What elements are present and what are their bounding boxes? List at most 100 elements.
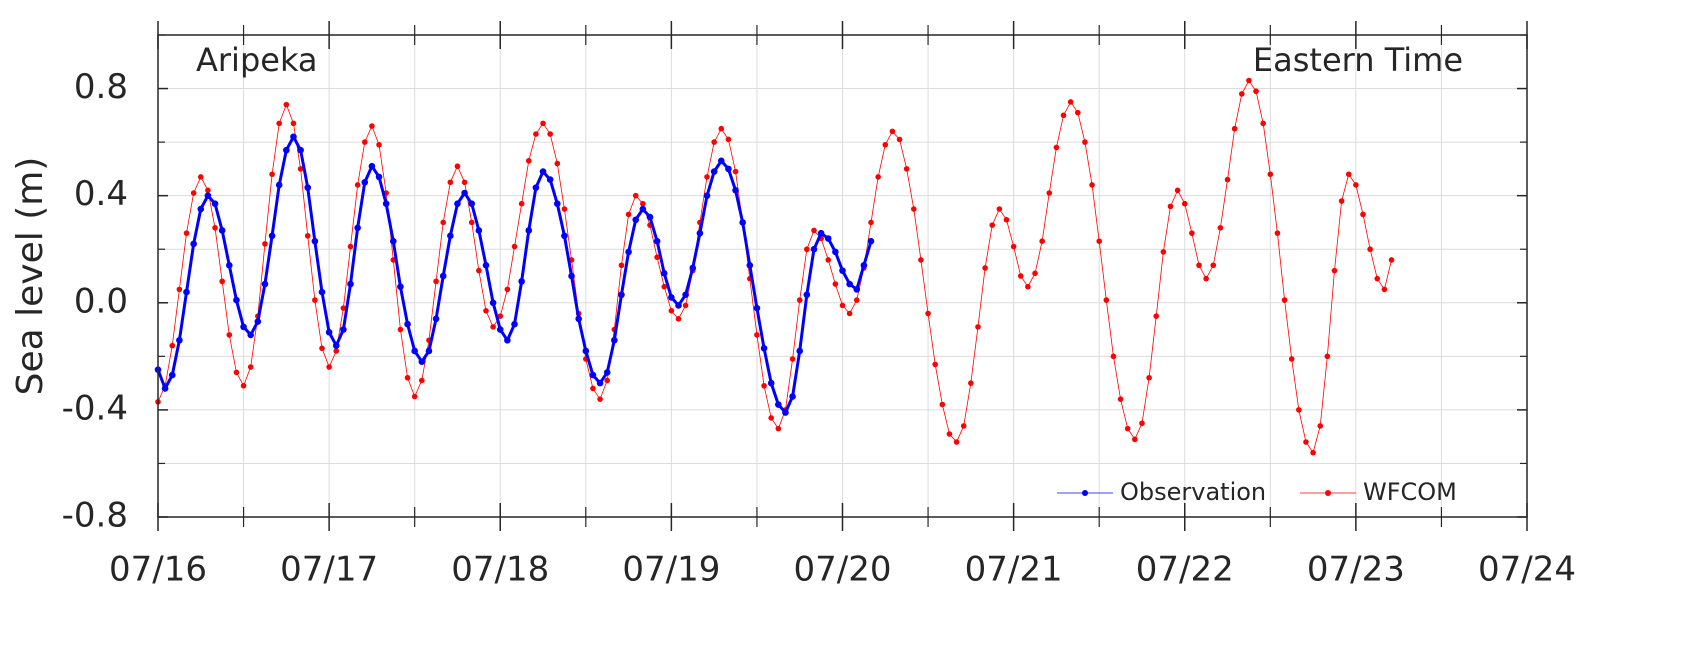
data-point	[432, 315, 440, 323]
data-point	[461, 189, 468, 197]
data-point	[532, 184, 540, 191]
data-point	[653, 237, 661, 245]
data-point	[810, 245, 818, 253]
data-point	[375, 173, 383, 181]
station-annotation: Aripeka	[196, 41, 318, 79]
data-point	[1181, 200, 1188, 207]
data-point	[219, 278, 225, 285]
data-point	[618, 291, 625, 299]
data-point	[953, 439, 960, 445]
data-point	[1189, 230, 1195, 236]
data-point	[639, 205, 647, 213]
data-point	[632, 216, 640, 224]
data-point	[767, 379, 775, 387]
data-point	[347, 243, 354, 250]
data-point	[190, 240, 197, 248]
data-point	[604, 377, 611, 384]
data-point	[382, 200, 390, 207]
data-point	[433, 278, 439, 285]
data-point	[1139, 420, 1145, 427]
data-point	[896, 136, 903, 143]
data-point	[882, 141, 889, 148]
data-point	[1132, 436, 1138, 443]
data-point	[796, 347, 804, 355]
data-point	[447, 179, 454, 186]
data-point	[996, 206, 1003, 212]
data-point	[525, 227, 533, 234]
data-point	[1274, 230, 1281, 236]
data-point	[660, 270, 668, 277]
data-point	[454, 163, 461, 170]
data-point	[725, 165, 732, 173]
y-tick-label: -0.8	[62, 496, 128, 536]
data-point	[1338, 198, 1345, 204]
data-point	[411, 393, 418, 400]
data-point	[368, 162, 376, 170]
data-point	[760, 345, 768, 352]
data-point	[547, 131, 553, 137]
data-point	[768, 415, 774, 421]
data-point	[1117, 396, 1124, 402]
data-point	[468, 200, 476, 207]
x-tick-label: 07/19	[622, 550, 720, 590]
data-point	[1160, 249, 1167, 255]
data-point	[540, 120, 546, 127]
data-point	[504, 286, 511, 293]
data-point	[262, 241, 268, 247]
data-point	[853, 286, 861, 293]
data-point	[804, 246, 810, 253]
data-point	[283, 146, 290, 154]
data-point	[475, 227, 483, 234]
data-point	[718, 125, 725, 132]
data-point	[1196, 262, 1202, 269]
data-point	[1345, 171, 1352, 178]
legend-label: WFCOM	[1363, 478, 1457, 506]
data-point	[1003, 216, 1010, 223]
data-point	[789, 356, 796, 362]
data-point	[204, 192, 212, 199]
data-point	[553, 200, 561, 207]
data-point	[304, 233, 311, 239]
data-point	[1388, 257, 1395, 263]
data-point	[561, 206, 568, 212]
data-point	[489, 299, 497, 307]
data-point	[425, 347, 433, 355]
data-point	[1060, 112, 1067, 119]
data-point	[1238, 91, 1245, 97]
data-point	[789, 393, 796, 400]
data-point	[1124, 425, 1131, 432]
data-point	[839, 267, 846, 274]
data-point	[1046, 190, 1053, 196]
data-point	[689, 264, 697, 272]
data-point	[354, 224, 361, 232]
data-point	[275, 181, 283, 189]
y-tick-label: -0.4	[62, 388, 128, 428]
data-point	[1381, 286, 1388, 293]
data-point	[625, 248, 632, 256]
data-point	[603, 369, 611, 376]
data-point	[646, 213, 654, 221]
legend-marker	[1325, 490, 1331, 496]
data-point	[454, 200, 461, 207]
data-point	[625, 211, 632, 218]
data-point	[304, 184, 312, 191]
data-point	[297, 146, 304, 154]
data-point	[1110, 353, 1117, 360]
data-point	[1288, 356, 1295, 362]
data-point	[1317, 423, 1324, 429]
data-point	[1331, 267, 1338, 274]
data-point	[333, 348, 340, 354]
data-point	[803, 291, 811, 299]
data-point	[989, 222, 996, 228]
data-point	[311, 237, 319, 245]
data-point	[268, 232, 276, 240]
data-point	[197, 174, 204, 180]
data-point	[176, 336, 183, 344]
x-tick-label: 07/22	[1136, 550, 1234, 590]
data-point	[161, 385, 169, 392]
data-point	[447, 232, 454, 240]
data-point	[197, 205, 205, 213]
data-point	[1053, 144, 1060, 151]
y-axis-label: Sea level (m)	[10, 157, 51, 396]
